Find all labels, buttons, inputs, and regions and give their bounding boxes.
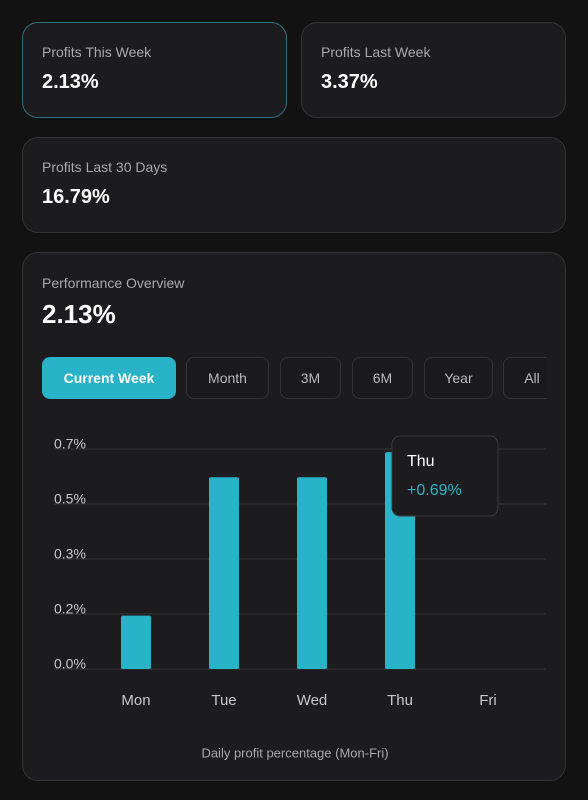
card[interactable]: Profits Last 30 Days 16.79%	[22, 137, 566, 233]
card[interactable]: Profits Last Week 3.37%	[301, 22, 566, 118]
y-tick-label: 0.5%	[54, 491, 86, 507]
bar	[209, 477, 239, 669]
card-value: 16.79%	[42, 186, 110, 208]
x-tick-label: Tue	[211, 692, 236, 709]
card-label: Profits Last Week	[321, 44, 431, 60]
x-tick-label: Fri	[479, 692, 497, 709]
y-tick-label: 0.7%	[54, 436, 86, 452]
overview-value: 2.13%	[42, 299, 116, 329]
card-label: Profits Last 30 Days	[42, 159, 168, 175]
tab[interactable]: Current Week	[42, 357, 176, 399]
tab[interactable]: 3M	[280, 357, 341, 399]
bar	[297, 477, 327, 669]
x-tick-label: Thu	[387, 692, 413, 709]
card-value: 2.13%	[42, 71, 99, 93]
card-label: Profits This Week	[42, 44, 152, 60]
tab[interactable]: 6M	[352, 357, 413, 399]
tooltip-value: +0.69%	[407, 482, 462, 499]
tab[interactable]: Year	[424, 357, 493, 399]
tab-bar: Current Week Month 3M 6M Year All	[42, 357, 547, 401]
tooltip-box	[391, 435, 499, 517]
tab[interactable]: All	[503, 357, 547, 399]
tab[interactable]: Month	[186, 357, 269, 399]
tooltip: Thu +0.69%	[391, 435, 499, 517]
y-tick-label: 0.0%	[54, 656, 86, 672]
y-tick-label: 0.3%	[54, 546, 86, 562]
card-value: 3.37%	[321, 71, 378, 93]
overview-label: Performance Overview	[42, 275, 185, 291]
x-tick-label: Wed	[297, 692, 328, 709]
card[interactable]: Profits This Week 2.13%	[22, 22, 287, 118]
bar	[121, 615, 151, 669]
chart: 0.0% 0.2% 0.3% 0.5% 0.7% Mon Tue Wed Thu Fri Daily…	[54, 435, 546, 760]
overview-card: Performance Overview 2.13% Current Week M…	[22, 252, 566, 781]
tooltip-title: Thu	[407, 453, 435, 470]
x-tick-label: Mon	[121, 692, 150, 709]
y-tick-label: 0.2%	[54, 601, 86, 617]
x-axis-label: Daily profit percentage (Mon-Fri)	[201, 745, 388, 760]
